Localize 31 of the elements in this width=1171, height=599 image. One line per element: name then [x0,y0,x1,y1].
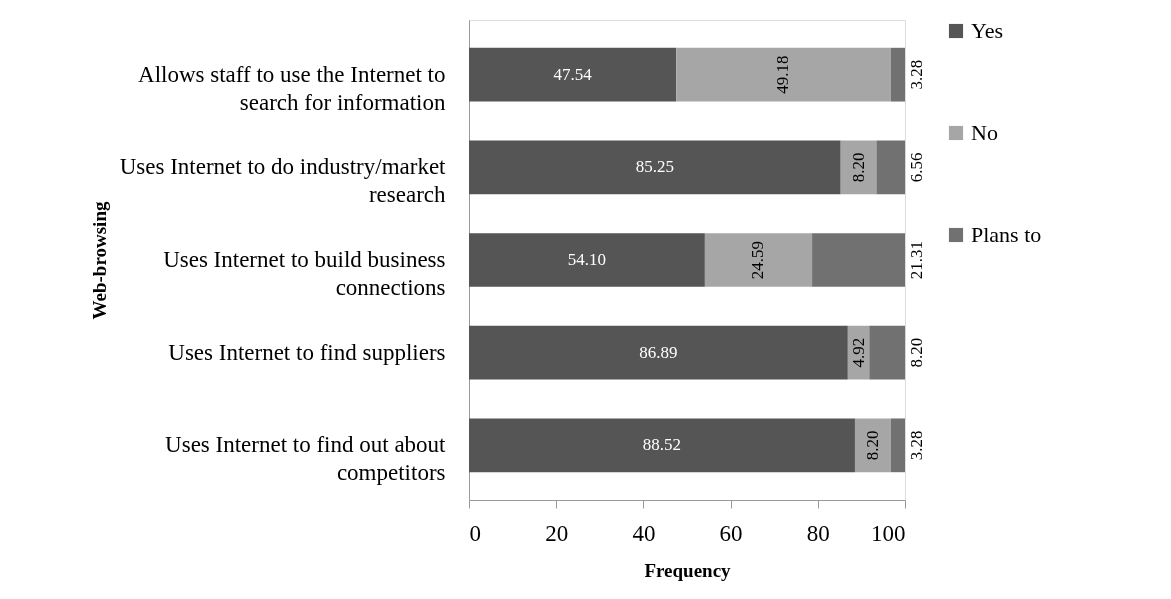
y-tick-label: Uses Internet to find out about competitors [165,432,447,486]
data-label: 3.28 [907,430,926,461]
y-axis-title: Web-browsing [88,201,110,320]
y-tick-label: Uses Internet to find suppliers [168,339,446,365]
data-label: 47.54 [553,64,593,84]
data-label: 85.25 [635,157,674,177]
legend-label: Plans to [971,222,1042,247]
y-tick-label: Allows staff to use the Internet to search for information [138,61,446,115]
x-tick-label: 60 [719,520,743,546]
x-axis-title: Frequency [644,559,732,581]
data-label: 49.18 [773,55,793,94]
x-tick-label: 80 [806,520,830,546]
data-label: 6.56 [907,152,927,183]
x-tick-label: 100 [871,520,906,546]
data-label: 4.92 [848,337,868,368]
data-label: 8.20 [862,430,882,461]
x-tick-label: 20 [545,520,569,546]
legend-label: Yes [971,18,1004,43]
y-tick-label: Uses Internet to do industry/market research [119,154,447,208]
data-label: 3.28 [907,59,926,90]
x-tick-label: 40 [632,520,656,546]
x-tick-label: 0 [469,520,481,546]
data-label: 24.59 [748,240,768,280]
data-label: 21.31 [907,240,926,280]
data-label: 86.89 [639,342,678,362]
y-tick-label: Uses Internet to build business connections [163,247,446,300]
data-label: 8.20 [848,152,868,183]
legend-label: No [971,120,998,145]
data-label: 54.10 [567,250,607,269]
data-label: 88.52 [642,435,682,455]
data-label: 8.20 [907,337,927,368]
